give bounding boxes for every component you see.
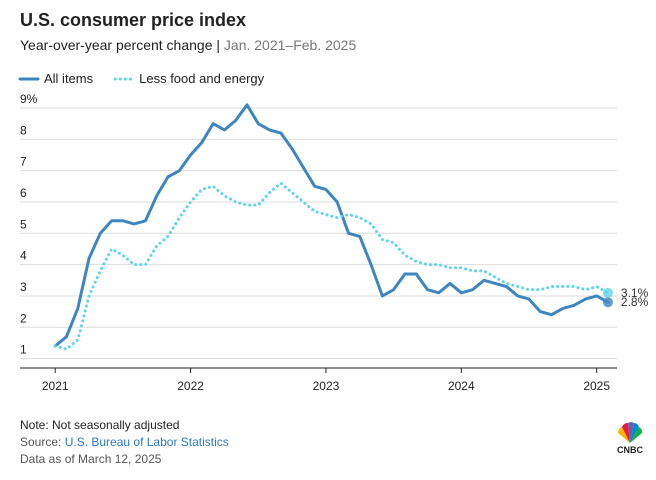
legend-label: All items [44,71,94,86]
y-tick-label: 6 [20,186,27,200]
logo-text: CNBC [617,445,643,455]
x-tick-label: 2025 [583,379,610,393]
y-tick-label: 5 [20,217,27,231]
subtitle-text: Year-over-year percent change | [20,37,224,53]
x-tick-label: 2024 [448,379,475,393]
subtitle: Year-over-year percent change | Jan. 202… [20,37,356,53]
note: Note: Not seasonally adjusted [20,418,179,432]
end-point [602,297,613,308]
y-tick-label: 1 [20,343,27,357]
y-tick-label: 7 [20,155,27,169]
x-tick-label: 2022 [177,379,204,393]
x-tick-label: 2021 [42,379,69,393]
source: Source: U.S. Bureau of Labor Statistics [20,435,229,449]
series-line [53,181,610,351]
x-tick-label: 2023 [313,379,340,393]
y-tick-label: 8 [20,123,27,137]
chart-title: U.S. consumer price index [20,10,246,30]
subtitle-range: Jan. 2021–Feb. 2025 [224,37,357,53]
source-link[interactable]: U.S. Bureau of Labor Statistics [65,435,229,449]
end-point [602,287,613,298]
y-tick-label: 9% [20,92,38,106]
series-line [53,103,610,348]
value-label: 2.8% [621,295,649,309]
source-label: Source: [20,435,65,449]
y-tick-label: 3 [20,280,27,294]
y-tick-label: 4 [20,249,27,263]
value-label: 3.1% [621,286,649,300]
data-date: Data as of March 12, 2025 [20,452,162,466]
legend-label: Less food and energy [139,71,265,86]
logo: CNBC [617,422,643,455]
y-tick-label: 2 [20,311,27,325]
